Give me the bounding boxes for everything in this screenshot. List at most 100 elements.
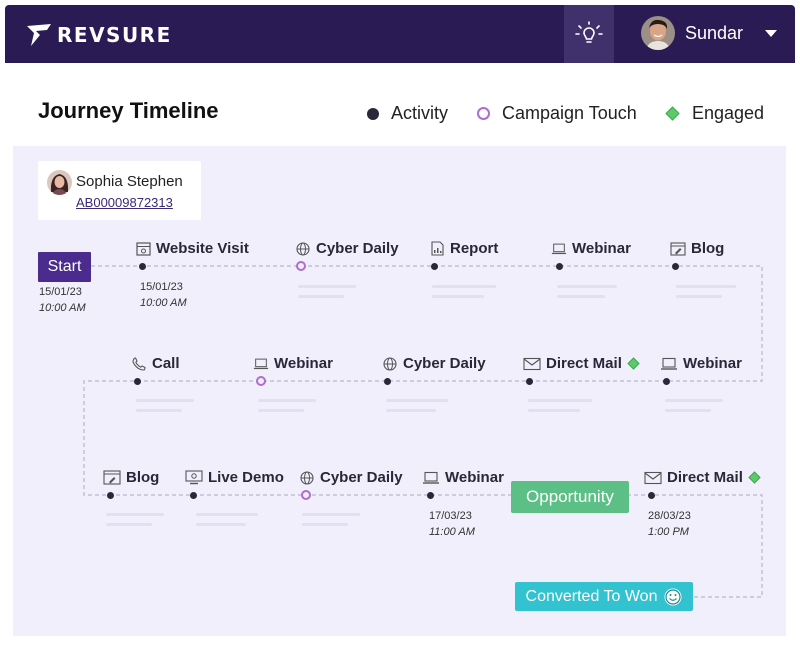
- user-name: Sundar: [685, 22, 744, 43]
- engaged-diamond-icon: [748, 471, 761, 484]
- row1-node-blog[interactable]: Blog: [670, 240, 724, 257]
- placeholder-line: [676, 285, 736, 288]
- legend-engaged: Engaged: [665, 103, 764, 124]
- campaign-ring[interactable]: [301, 490, 311, 500]
- placeholder-line: [298, 285, 356, 288]
- activity-dot[interactable]: [526, 378, 533, 385]
- row2-node-webinar-2[interactable]: Webinar: [659, 355, 742, 372]
- row3-node-blog[interactable]: Blog: [102, 469, 159, 486]
- placeholder-line: [298, 295, 344, 298]
- webinar-datetime: 17/03/23 11:00 AM: [429, 508, 475, 540]
- mail-icon: [643, 470, 662, 486]
- legend-engaged-label: Engaged: [692, 103, 765, 123]
- node-label: Website Visit: [156, 240, 249, 257]
- node-time: 10:00 AM: [140, 297, 187, 309]
- node-label: Direct Mail: [667, 469, 743, 486]
- laptop-icon: [253, 356, 269, 372]
- direct-mail-datetime: 28/03/23 1:00 PM: [648, 508, 691, 540]
- placeholder-line: [528, 409, 580, 412]
- placeholder-line: [386, 399, 448, 402]
- user-menu[interactable]: Sundar: [641, 16, 777, 50]
- legend-campaign: Campaign Touch: [477, 103, 637, 124]
- website-visit-datetime: 15/01/23 10:00 AM: [140, 279, 187, 311]
- activity-dot[interactable]: [648, 492, 655, 499]
- legend-activity-label: Activity: [391, 103, 449, 123]
- start-milestone[interactable]: Start: [38, 252, 91, 282]
- legend-campaign-label: Campaign Touch: [502, 103, 637, 123]
- converted-to-won-milestone[interactable]: Converted To Won: [515, 582, 693, 611]
- placeholder-line: [432, 285, 496, 288]
- node-label: Cyber Daily: [320, 469, 403, 486]
- row1-node-report[interactable]: Report: [429, 240, 498, 257]
- row2-node-cyber-daily[interactable]: Cyber Daily: [382, 355, 486, 372]
- node-label: Live Demo: [208, 469, 284, 486]
- placeholder-line: [106, 523, 152, 526]
- placeholder-line: [136, 399, 194, 402]
- node-date: 15/01/23: [140, 281, 183, 293]
- page-title: Journey Timeline: [38, 98, 219, 123]
- globe-icon: [299, 470, 315, 486]
- activity-dot[interactable]: [384, 378, 391, 385]
- opportunity-milestone[interactable]: Opportunity: [511, 481, 629, 513]
- placeholder-line: [676, 295, 722, 298]
- revsure-logo-mark-icon: [27, 24, 51, 46]
- placeholder-line: [196, 523, 246, 526]
- placeholder-line: [302, 523, 348, 526]
- laptop-icon: [551, 241, 567, 257]
- campaign-ring-icon: [477, 107, 490, 120]
- logo-text: REVSURE: [57, 23, 172, 47]
- activity-dot[interactable]: [672, 263, 679, 270]
- placeholder-line: [386, 409, 436, 412]
- placeholder-line: [196, 513, 258, 516]
- node-label: Webinar: [274, 355, 333, 372]
- row1-node-webinar[interactable]: Webinar: [551, 240, 631, 257]
- contact-card: Sophia Stephen AB00009872313: [38, 161, 201, 220]
- activity-dot[interactable]: [107, 492, 114, 499]
- legend-activity: Activity: [367, 103, 448, 124]
- row2-node-call[interactable]: Call: [131, 355, 180, 372]
- activity-dot[interactable]: [134, 378, 141, 385]
- timeline-panel: [13, 146, 786, 636]
- node-time: 1:00 PM: [648, 526, 689, 538]
- activity-dot[interactable]: [556, 263, 563, 270]
- user-avatar[interactable]: [641, 16, 675, 50]
- placeholder-line: [258, 409, 304, 412]
- row1-node-website-visit[interactable]: Website Visit: [135, 240, 249, 257]
- row3-node-webinar[interactable]: Webinar: [422, 469, 504, 486]
- activity-dot[interactable]: [139, 263, 146, 270]
- blog-icon: [102, 470, 121, 486]
- campaign-ring[interactable]: [296, 261, 306, 271]
- top-bar: REVSURE Sundar: [5, 5, 795, 63]
- row2-node-webinar[interactable]: Webinar: [253, 355, 333, 372]
- insights-button[interactable]: [564, 5, 614, 63]
- campaign-ring[interactable]: [256, 376, 266, 386]
- caret-down-icon[interactable]: [765, 29, 777, 37]
- activity-dot[interactable]: [431, 263, 438, 270]
- row2-node-direct-mail[interactable]: Direct Mail: [522, 355, 640, 372]
- placeholder-line: [302, 513, 360, 516]
- start-datetime: 15/01/23 10:00 AM: [39, 284, 86, 316]
- activity-dot[interactable]: [427, 492, 434, 499]
- placeholder-line: [258, 399, 316, 402]
- row3-node-live-demo[interactable]: Live Demo: [185, 469, 284, 486]
- node-label: Webinar: [683, 355, 742, 372]
- row1-node-cyber-daily[interactable]: Cyber Daily: [295, 240, 399, 257]
- node-label: Direct Mail: [546, 355, 622, 372]
- contact-avatar: [47, 170, 72, 195]
- contact-id-link[interactable]: AB00009872313: [76, 195, 173, 210]
- blog-icon: [670, 241, 686, 257]
- start-time: 10:00 AM: [39, 302, 86, 314]
- placeholder-line: [432, 295, 484, 298]
- laptop-icon: [422, 470, 440, 486]
- activity-dot[interactable]: [190, 492, 197, 499]
- monitor-icon: [185, 470, 203, 486]
- activity-dot[interactable]: [663, 378, 670, 385]
- row3-node-direct-mail[interactable]: Direct Mail: [643, 469, 761, 486]
- node-date: 17/03/23: [429, 510, 472, 522]
- revsure-logo[interactable]: REVSURE: [27, 23, 172, 47]
- smiley-icon: [664, 588, 682, 606]
- row3-node-cyber-daily[interactable]: Cyber Daily: [299, 469, 403, 486]
- placeholder-line: [106, 513, 164, 516]
- globe-icon: [382, 356, 398, 372]
- node-label: Cyber Daily: [403, 355, 486, 372]
